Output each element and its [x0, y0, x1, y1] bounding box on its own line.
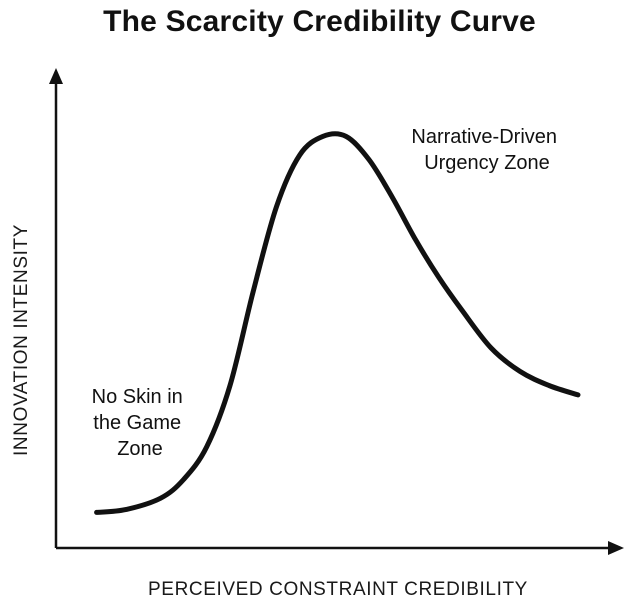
- annotation-line: Zone: [117, 438, 163, 460]
- series-layer: [94, 131, 581, 515]
- x-axis-label: PERCEIVED CONSTRAINT CREDIBILITY: [148, 579, 528, 600]
- chart-title: The Scarcity Credibility Curve: [103, 5, 536, 38]
- annotation-line: Narrative-Driven: [411, 126, 557, 148]
- series-line-0: [94, 131, 581, 515]
- annotation-line: Urgency Zone: [424, 152, 550, 174]
- annotation-line: the Game: [93, 412, 181, 434]
- annotation-urgency-zone: Narrative-Driven Urgency Zone: [411, 126, 562, 174]
- annotation-line: No Skin in: [92, 386, 183, 408]
- annotation-no-skin-zone: No Skin in the Game Zone: [92, 386, 189, 460]
- y-axis-label: INNOVATION INTENSITY: [11, 224, 32, 456]
- y-axis-arrow: [49, 68, 63, 84]
- x-axis-arrow: [608, 541, 624, 555]
